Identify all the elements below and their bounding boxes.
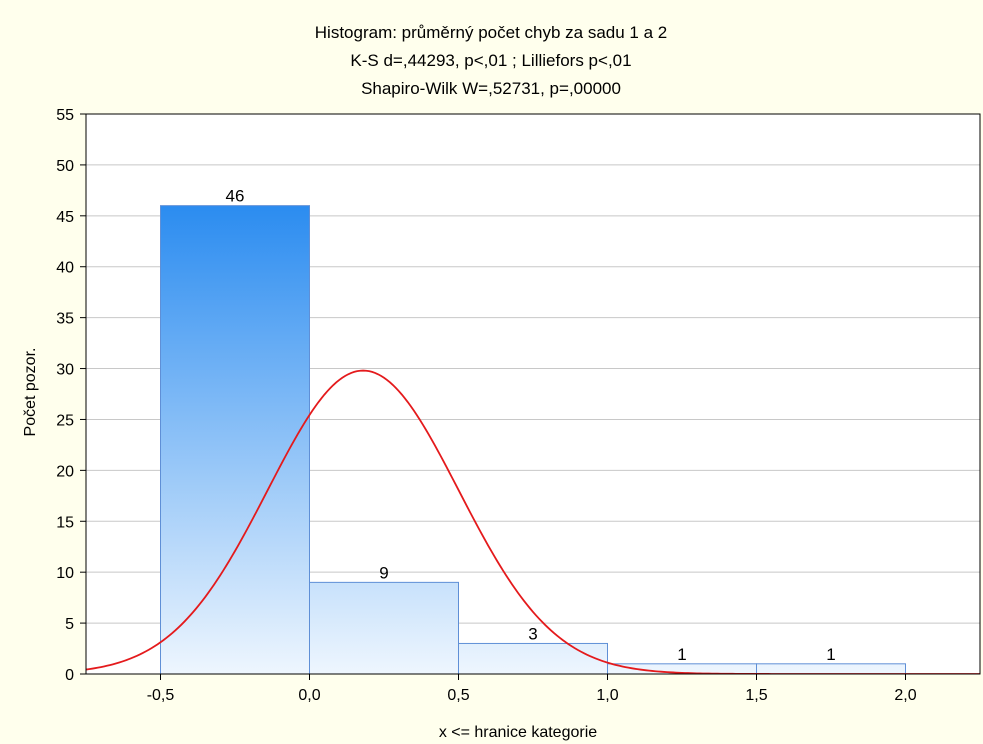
histogram-bars (160, 205, 906, 675)
y-tick-label: 20 (56, 463, 74, 480)
y-axis-ticks: 0 5 10 15 20 25 30 35 40 45 50 55 (56, 107, 86, 684)
bar-value-label: 1 (677, 645, 686, 664)
bar-value-labels: 46 9 3 1 1 (226, 187, 836, 664)
y-tick-label: 55 (56, 107, 74, 124)
x-tick-label: 2,0 (894, 687, 916, 704)
y-tick-label: 35 (56, 311, 74, 328)
normal-curve-group (86, 369, 980, 674)
x-axis-label: x <= hranice kategorie (439, 724, 597, 741)
chart-subtitle-ks: K-S d=,44293, p<,01 ; Lilliefors p<,01 (350, 51, 631, 70)
y-tick-label: 10 (56, 565, 74, 582)
y-tick-label: 40 (56, 260, 74, 277)
histogram-bar (458, 642, 608, 675)
y-tick-label: 30 (56, 362, 74, 379)
x-tick-label: 1,0 (596, 687, 618, 704)
histogram-bar (160, 205, 310, 675)
chart-title: Histogram: průměrný počet chyb za sadu 1… (315, 23, 667, 42)
normal-curve (86, 369, 980, 674)
x-tick-label: 1,5 (745, 687, 767, 704)
y-tick-label: 15 (56, 514, 74, 531)
x-tick-label: 0,5 (447, 687, 469, 704)
plot-border (85, 113, 981, 675)
y-tick-label: 5 (65, 616, 74, 633)
y-tick-label: 50 (56, 158, 74, 175)
histogram-bar (309, 581, 459, 675)
chart-subtitle-shapiro: Shapiro-Wilk W=,52731, p=,00000 (361, 79, 621, 98)
histogram-bar (756, 663, 906, 675)
bar-value-label: 3 (528, 624, 537, 643)
bar-value-label: 1 (826, 645, 835, 664)
x-axis-ticks: -0,5 0,0 0,5 1,0 1,5 2,0 (147, 674, 917, 704)
y-tick-label: 0 (65, 667, 74, 684)
y-axis-label: Počet pozor. (22, 348, 39, 437)
y-tick-label: 25 (56, 412, 74, 429)
x-tick-label: 0,0 (298, 687, 320, 704)
bar-value-label: 9 (379, 563, 388, 582)
y-tick-label: 45 (56, 209, 74, 226)
bar-value-label: 46 (226, 187, 245, 206)
x-tick-label: -0,5 (147, 687, 175, 704)
